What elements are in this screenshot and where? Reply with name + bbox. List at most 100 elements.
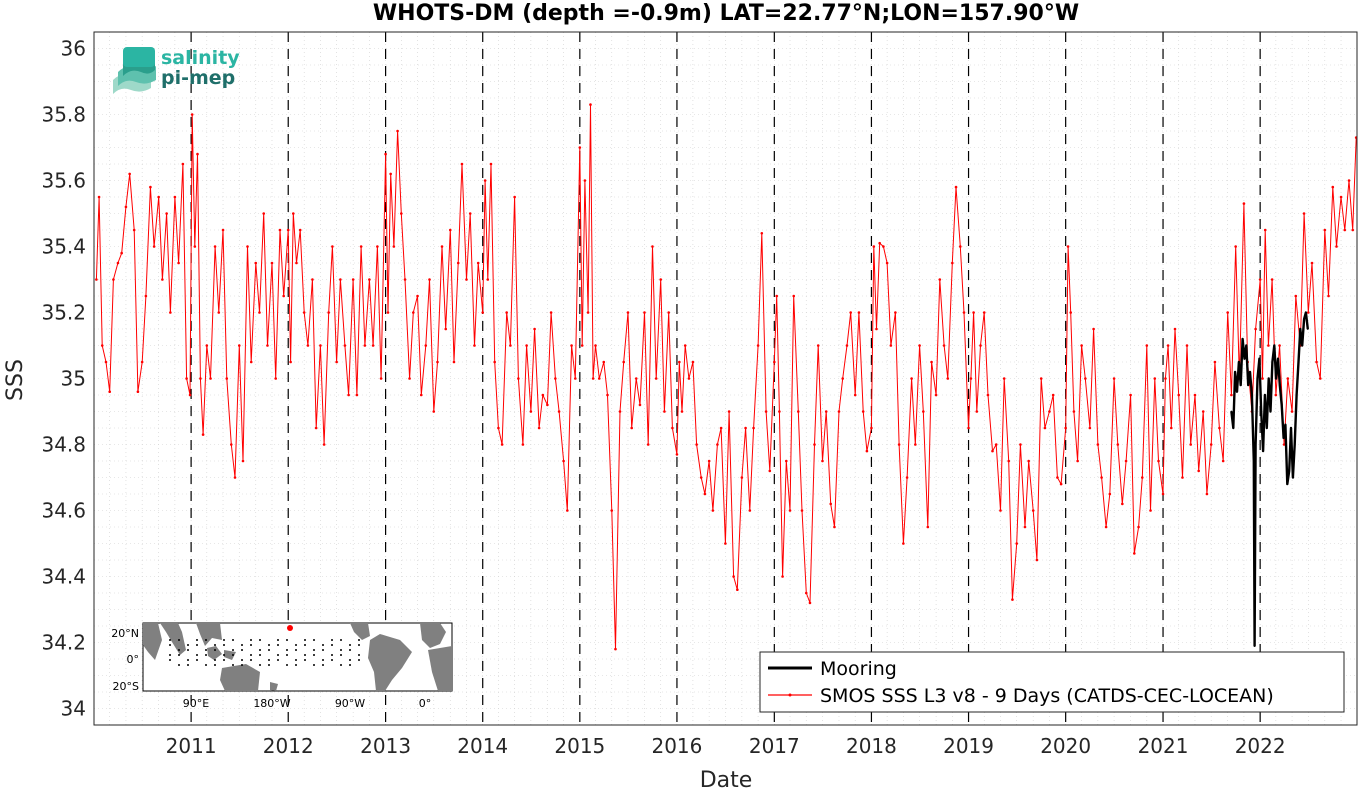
mooring-point <box>1284 423 1287 426</box>
plot-area <box>93 31 1358 726</box>
smos-point <box>724 542 727 545</box>
inset-buoy-dot <box>205 649 207 651</box>
inset-map-station-marker <box>287 625 293 631</box>
smos-point <box>217 311 221 314</box>
smos-point <box>199 377 202 380</box>
inset-map-land <box>143 623 452 691</box>
smos-point <box>386 311 390 314</box>
inset-buoy-dot <box>250 654 252 656</box>
mooring-point <box>1239 384 1242 386</box>
inset-buoy-dot <box>295 659 297 661</box>
smos-point <box>667 311 670 314</box>
smos-point <box>209 377 212 380</box>
smos-point <box>562 459 565 463</box>
smos-point <box>173 195 177 199</box>
x-tick-label: 2012 <box>263 734 314 758</box>
smos-point <box>1023 525 1027 529</box>
smos-point <box>764 410 768 413</box>
inset-buoy-dot <box>232 649 234 651</box>
mooring-point <box>1299 328 1302 330</box>
smos-point <box>614 647 617 651</box>
smos-point <box>1108 492 1112 496</box>
smos-point <box>1066 245 1070 248</box>
smos-point <box>521 443 525 446</box>
mooring-point <box>1275 377 1278 380</box>
smos-point <box>1261 377 1264 380</box>
smos-point <box>630 426 634 430</box>
smos-point <box>483 179 487 182</box>
smos-point <box>845 344 849 347</box>
inset-buoy-dot <box>187 649 189 651</box>
smos-point <box>1209 443 1213 446</box>
smos-point <box>918 344 921 347</box>
smos-point <box>1347 179 1351 182</box>
smos-point <box>659 278 663 281</box>
smos-point <box>196 152 199 156</box>
inset-buoy-dot <box>322 649 324 651</box>
smos-point <box>1278 344 1281 347</box>
smos-point <box>1201 410 1205 413</box>
inset-buoy-dot <box>277 639 279 641</box>
mooring-point <box>1241 338 1244 340</box>
smos-point <box>104 360 108 364</box>
smos-point <box>821 459 824 463</box>
smos-point <box>824 410 828 413</box>
smos-point <box>322 443 326 446</box>
inset-buoy-dot <box>223 654 225 656</box>
smos-point <box>258 311 261 314</box>
smos-point <box>926 525 930 529</box>
smos-point <box>796 410 800 413</box>
smos-point <box>922 410 925 413</box>
smos-point <box>1221 459 1225 463</box>
smos-point <box>897 443 901 446</box>
inset-buoy-dot <box>295 644 297 646</box>
smos-point <box>833 525 836 529</box>
smos-point <box>233 476 237 479</box>
smos-point <box>716 443 719 446</box>
smos-point <box>663 410 666 413</box>
smos-point <box>1258 278 1262 281</box>
y-tick-label: 34 <box>61 697 86 721</box>
smos-point <box>1116 443 1120 446</box>
inset-buoy-dot <box>178 639 180 641</box>
smos-point <box>680 410 684 413</box>
smos-point <box>972 311 975 314</box>
smos-point <box>481 311 485 314</box>
smos-point <box>1197 469 1200 473</box>
smos-point <box>1177 393 1181 397</box>
smos-point <box>1039 377 1043 380</box>
smos-point <box>306 344 310 347</box>
smos-point <box>654 377 658 380</box>
smos-point <box>376 245 379 248</box>
smos-point <box>760 232 764 235</box>
inset-buoy-dot <box>196 659 198 661</box>
smos-point <box>120 251 123 255</box>
smos-point <box>343 344 347 347</box>
mooring-point <box>1277 357 1279 360</box>
inset-buoy-dot <box>268 664 270 666</box>
smos-point <box>1294 294 1298 298</box>
smos-point <box>241 459 245 463</box>
smos-point <box>221 228 225 232</box>
inset-buoy-dot <box>286 649 288 651</box>
smos-point <box>274 377 278 380</box>
smos-point <box>428 278 431 281</box>
smos-point <box>1043 426 1047 430</box>
y-tick-label: 35.6 <box>41 169 86 193</box>
smos-point <box>185 377 188 380</box>
inset-buoy-dot <box>349 659 351 661</box>
x-tick-label: 2022 <box>1235 734 1286 758</box>
inset-lon-label-180w: 180°W <box>253 697 290 710</box>
inset-buoy-dot <box>295 649 297 651</box>
smos-point <box>136 390 140 394</box>
mooring-point <box>1245 344 1248 347</box>
y-tick-labels: 34 34.2 34.4 34.6 34.8 35 35.2 35.4 35.6 35.8 36 <box>41 37 86 721</box>
smos-point <box>205 344 209 347</box>
smos-point <box>1031 509 1035 512</box>
smos-point <box>486 278 490 281</box>
smos-point <box>740 476 744 479</box>
mooring-point <box>1237 361 1240 363</box>
smos-point <box>580 344 584 347</box>
smos-point <box>541 393 545 397</box>
